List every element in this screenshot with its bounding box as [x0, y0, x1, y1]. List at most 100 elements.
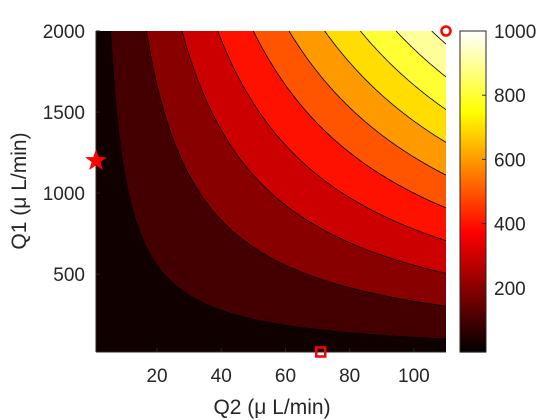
colorbar-cell [460, 95, 486, 98]
colorbar-cell [460, 209, 486, 213]
colorbar-cell [460, 31, 486, 34]
y-tick-label: 500 [53, 265, 85, 286]
colorbar-cell [460, 277, 486, 281]
colorbar-cell [460, 127, 486, 130]
colorbar-cell [460, 169, 486, 173]
colorbar-cell [460, 323, 486, 327]
markers [85, 25, 452, 358]
colorbar-cell [460, 195, 486, 199]
colorbar-cell [460, 149, 486, 152]
colorbar-cell [460, 289, 486, 293]
colorbar-cell [460, 159, 486, 163]
colorbar-cell [460, 133, 486, 136]
colorbar-cell [460, 237, 486, 241]
y-tick-label: 1500 [43, 103, 85, 124]
colorbar-cell [460, 207, 486, 211]
colorbar-cell [460, 69, 486, 72]
colorbar-cell [460, 313, 486, 317]
contour-line [324, 30, 447, 143]
colorbar-cell [460, 145, 486, 148]
colorbar-cell [460, 255, 486, 259]
colorbar-cell [460, 187, 486, 191]
colorbar-cell [460, 239, 486, 243]
colorbar-cell [460, 83, 486, 86]
colorbar-cell [460, 163, 486, 167]
colorbar-cell [460, 177, 486, 181]
x-axis-label: Q2 (μ L/min) [213, 396, 330, 419]
colorbar-cell [460, 147, 486, 150]
contour-line [181, 30, 447, 274]
marker-star [85, 149, 107, 171]
colorbar-cell [460, 285, 486, 289]
colorbar-cell [460, 321, 486, 325]
colorbar-cell [460, 331, 486, 335]
colorbar: 200 400 600 800 1000 [459, 22, 536, 353]
colorbar-cell [460, 231, 486, 235]
colorbar-cell [460, 35, 486, 38]
colorbar-tick-label: 400 [494, 215, 526, 236]
colorbar-cell [460, 225, 486, 229]
y-axis-label: Q1 (μ L/min) [8, 132, 31, 249]
colorbar-cell [460, 111, 486, 114]
colorbar-cell [460, 155, 486, 158]
colorbar-cell [460, 257, 486, 261]
colorbar-cell [460, 75, 486, 78]
colorbar-cell [460, 201, 486, 205]
colorbar-cell [460, 273, 486, 277]
colorbar-cell [460, 189, 486, 193]
colorbar-cell [460, 71, 486, 74]
colorbar-cell [460, 167, 486, 171]
contour-line [431, 30, 447, 45]
colorbar-cell [460, 325, 486, 329]
colorbar-cell [460, 327, 486, 331]
colorbar-cell [460, 329, 486, 333]
colorbar-cell [460, 211, 486, 215]
colorbar-cell [460, 125, 486, 128]
colorbar-cell [460, 73, 486, 76]
colorbar-cell [460, 249, 486, 253]
colorbar-cell [460, 63, 486, 66]
colorbar-cell [460, 93, 486, 96]
colorbar-cell [460, 283, 486, 287]
colorbar-cell [460, 183, 486, 187]
colorbar-cell [460, 241, 486, 245]
colorbar-cell [460, 139, 486, 142]
colorbar-cell [460, 337, 486, 341]
colorbar-cell [460, 105, 486, 108]
colorbar-cell [460, 101, 486, 104]
colorbar-cell [460, 57, 486, 60]
contour-line [395, 30, 447, 78]
colorbar-cell [460, 121, 486, 124]
colorbar-cell [460, 43, 486, 46]
colorbar-cell [460, 153, 486, 156]
marker-square [315, 346, 327, 358]
colorbar-cell [460, 217, 486, 221]
colorbar-cell [460, 333, 486, 337]
colorbar-cell [460, 265, 486, 269]
colorbar-cell [460, 223, 486, 227]
colorbar-cell [460, 117, 486, 120]
colorbar-cell [460, 77, 486, 80]
colorbar-cell [460, 47, 486, 50]
colorbar-cell [460, 269, 486, 273]
colorbar-cell [460, 113, 486, 116]
contour-line [288, 30, 447, 176]
colorbar-cell [460, 143, 486, 146]
colorbar-cell [460, 51, 486, 54]
colorbar-cell [460, 219, 486, 223]
x-tick-label: 20 [146, 366, 167, 387]
colorbar-cell [460, 307, 486, 311]
x-axis: 20 40 60 80 100 [96, 348, 446, 387]
colorbar-cell [460, 279, 486, 283]
colorbar-cell [460, 119, 486, 122]
colorbar-cell [460, 349, 486, 353]
colorbar-cell [460, 49, 486, 52]
colorbar-cell [460, 179, 486, 183]
colorbar-cell [460, 315, 486, 319]
colorbar-cell [460, 33, 486, 36]
colorbar-cell [460, 123, 486, 126]
contour-line [360, 30, 447, 110]
colorbar-cell [460, 305, 486, 309]
x-tick-label: 80 [339, 366, 360, 387]
